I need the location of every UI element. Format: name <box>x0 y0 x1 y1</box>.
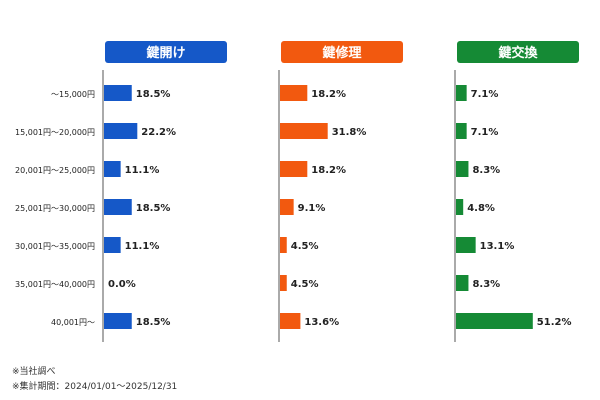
value-label: 4.8% <box>467 203 495 214</box>
value-label: 18.5% <box>136 203 171 214</box>
bar <box>104 313 132 329</box>
category-label: 20,001円～25,000円 <box>15 166 95 175</box>
bar <box>280 123 328 139</box>
bar <box>456 313 533 329</box>
bar <box>280 275 287 291</box>
value-label: 18.2% <box>311 165 346 176</box>
bar <box>456 275 469 291</box>
value-label: 18.2% <box>311 89 346 100</box>
bar <box>456 123 467 139</box>
category-label: ～15,000円 <box>51 90 95 99</box>
value-label: 0.0% <box>108 279 136 290</box>
category-label: 25,001円～30,000円 <box>15 204 95 213</box>
bar <box>104 199 132 215</box>
value-label: 4.5% <box>291 241 319 252</box>
series-header-label: 鍵交換 <box>498 45 538 61</box>
value-label: 51.2% <box>537 317 572 328</box>
footnotes: ※当社調べ ※集計期間：2024/01/01～2025/12/31 <box>12 365 177 395</box>
series-header-label: 鍵修理 <box>322 45 361 61</box>
value-label: 31.8% <box>332 127 367 138</box>
chart: ～15,000円 15,001円～20,000円 20,001円～25,000円 25… <box>15 41 579 342</box>
value-label: 9.1% <box>298 203 326 214</box>
value-label: 7.1% <box>471 89 499 100</box>
value-label: 13.1% <box>480 241 515 252</box>
source-note: ※当社調べ <box>12 367 56 377</box>
bar <box>104 85 132 101</box>
value-label: 13.6% <box>304 317 339 328</box>
value-label: 8.3% <box>472 165 500 176</box>
category-label: 35,001円～40,000円 <box>15 280 95 289</box>
bar <box>104 123 138 139</box>
value-label: 4.5% <box>291 279 319 290</box>
bar <box>456 237 476 253</box>
series-header-box <box>281 41 403 63</box>
bar <box>280 199 294 215</box>
period-note: ※集計期間：2024/01/01～2025/12/31 <box>12 382 178 392</box>
bar <box>104 237 121 253</box>
bar <box>280 313 301 329</box>
value-label: 18.5% <box>136 317 171 328</box>
bar <box>456 199 464 215</box>
value-label: 11.1% <box>125 241 160 252</box>
bar <box>280 161 308 177</box>
value-label: 11.1% <box>125 165 160 176</box>
category-label: 30,001円～35,000円 <box>15 242 95 251</box>
category-label: 40,001円～ <box>51 318 95 327</box>
bar <box>280 237 287 253</box>
series-header-box <box>105 41 227 63</box>
category-label: 15,001円～20,000円 <box>15 128 95 137</box>
bar <box>104 161 121 177</box>
series-header-box <box>457 41 579 63</box>
bar <box>280 85 308 101</box>
bar <box>456 161 469 177</box>
value-label: 8.3% <box>472 279 500 290</box>
bar <box>456 85 467 101</box>
value-label: 18.5% <box>136 89 171 100</box>
value-label: 22.2% <box>141 127 176 138</box>
value-label: 7.1% <box>471 127 499 138</box>
series-header-label: 鍵開け <box>146 45 185 61</box>
